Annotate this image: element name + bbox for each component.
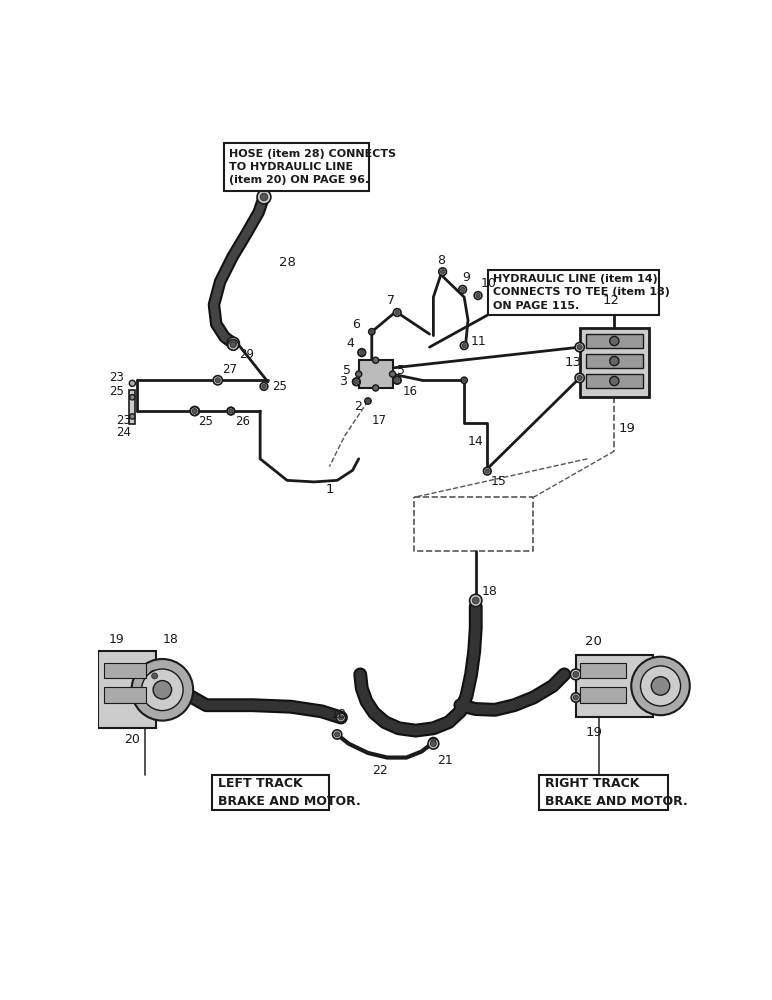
Circle shape (462, 343, 466, 348)
Circle shape (428, 738, 438, 749)
Text: 19: 19 (618, 422, 635, 434)
Circle shape (373, 385, 379, 391)
Circle shape (485, 469, 489, 473)
Circle shape (395, 310, 399, 315)
Text: 13: 13 (564, 356, 581, 369)
Circle shape (431, 740, 436, 745)
Circle shape (472, 597, 479, 604)
Text: 14: 14 (468, 435, 484, 448)
Bar (359, 360, 393, 388)
Text: 19: 19 (108, 633, 124, 646)
Circle shape (365, 398, 371, 404)
Circle shape (227, 407, 235, 415)
Polygon shape (358, 349, 365, 356)
Text: 1: 1 (326, 483, 334, 496)
Circle shape (639, 305, 647, 312)
Text: 17: 17 (372, 414, 387, 427)
Circle shape (474, 292, 482, 299)
Circle shape (213, 376, 222, 385)
Text: 2: 2 (354, 400, 362, 413)
Text: 16: 16 (402, 385, 418, 398)
Polygon shape (228, 407, 234, 415)
Text: 26: 26 (235, 415, 250, 428)
Text: 11: 11 (470, 335, 486, 348)
Circle shape (129, 380, 135, 386)
Bar (103, 663, 146, 678)
Bar (576, 655, 653, 717)
Circle shape (431, 741, 436, 747)
Circle shape (469, 594, 482, 607)
Circle shape (483, 467, 491, 475)
Circle shape (358, 349, 366, 356)
Circle shape (230, 342, 236, 348)
Text: HYDRAULIC LINE (item 14)
CONNECTS TO TEE (item 18)
ON PAGE 115.: HYDRAULIC LINE (item 14) CONNECTS TO TEE… (493, 274, 670, 311)
Circle shape (369, 329, 375, 335)
Circle shape (428, 738, 438, 747)
Circle shape (356, 371, 362, 377)
Text: 9: 9 (462, 271, 470, 284)
Circle shape (641, 307, 645, 311)
Text: 25: 25 (272, 380, 286, 393)
Circle shape (230, 340, 236, 347)
Bar (586, 334, 643, 348)
Text: 6: 6 (353, 318, 361, 331)
Circle shape (260, 383, 268, 390)
Circle shape (610, 376, 619, 386)
Circle shape (130, 414, 135, 419)
Text: 24: 24 (116, 426, 131, 439)
Polygon shape (191, 406, 198, 416)
Circle shape (228, 339, 239, 350)
Text: 8: 8 (437, 254, 445, 267)
Circle shape (459, 286, 466, 293)
Circle shape (373, 357, 379, 363)
Circle shape (215, 378, 220, 383)
Text: 5: 5 (397, 364, 405, 377)
Circle shape (395, 378, 399, 382)
Bar (580, 663, 626, 678)
Text: 25: 25 (109, 385, 124, 398)
Circle shape (260, 193, 268, 201)
Circle shape (333, 730, 342, 739)
Circle shape (257, 190, 271, 204)
Text: 3: 3 (339, 375, 347, 388)
Bar (580, 328, 649, 397)
Circle shape (631, 657, 690, 715)
Bar (488, 270, 659, 315)
Circle shape (577, 345, 582, 350)
Circle shape (460, 342, 468, 349)
Circle shape (130, 395, 135, 400)
Polygon shape (353, 378, 360, 386)
Circle shape (573, 671, 579, 677)
Text: 15: 15 (491, 475, 507, 488)
Circle shape (390, 371, 396, 377)
Circle shape (338, 715, 344, 720)
Circle shape (394, 376, 401, 384)
Text: LEFT TRACK
BRAKE AND MOTOR.: LEFT TRACK BRAKE AND MOTOR. (218, 777, 361, 808)
Bar (586, 374, 643, 388)
Circle shape (571, 669, 581, 680)
Circle shape (575, 373, 584, 383)
Text: 23: 23 (116, 414, 131, 427)
Text: 5: 5 (344, 364, 351, 377)
Circle shape (229, 409, 233, 413)
Circle shape (462, 379, 466, 382)
Circle shape (461, 287, 465, 292)
Circle shape (227, 337, 239, 349)
Circle shape (334, 732, 340, 737)
Text: 22: 22 (372, 764, 388, 777)
Circle shape (153, 681, 171, 699)
Text: 20: 20 (124, 733, 140, 746)
Circle shape (476, 293, 480, 298)
Circle shape (461, 377, 467, 383)
Polygon shape (394, 376, 401, 384)
Text: 12: 12 (603, 294, 620, 307)
Text: 28: 28 (279, 256, 296, 269)
Bar (103, 687, 146, 703)
Circle shape (366, 399, 370, 403)
Circle shape (574, 695, 578, 700)
Text: 18: 18 (162, 633, 178, 646)
Circle shape (441, 270, 445, 274)
Circle shape (360, 350, 364, 355)
Bar (586, 354, 643, 368)
Bar (580, 687, 626, 703)
